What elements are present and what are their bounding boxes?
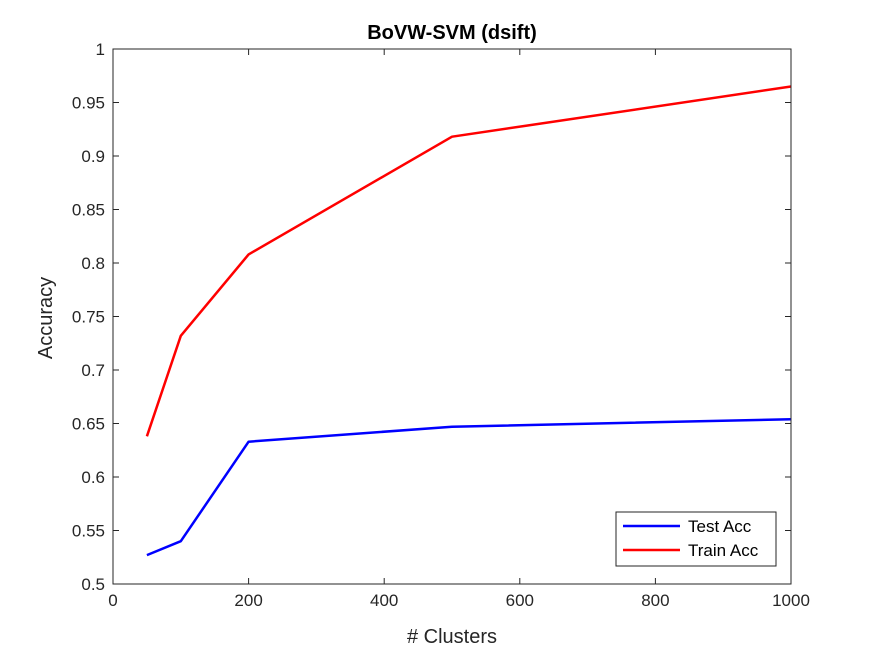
y-tick-label: 0.95 bbox=[72, 94, 105, 113]
plot-background bbox=[113, 49, 791, 584]
y-tick-label: 0.8 bbox=[81, 254, 105, 273]
y-tick-label: 0.75 bbox=[72, 308, 105, 327]
x-tick-label: 400 bbox=[370, 591, 398, 610]
x-tick-label: 800 bbox=[641, 591, 669, 610]
ticks-layer: 0 200 400 600 800 1000 0.5 0.55 0.6 0.65 0.7 0.75 0.… bbox=[72, 40, 810, 610]
x-tick-label: 0 bbox=[108, 591, 117, 610]
y-axis-label: Accuracy bbox=[35, 277, 57, 359]
plot-area bbox=[113, 49, 791, 584]
x-tick-label: 200 bbox=[234, 591, 262, 610]
x-tick-label: 600 bbox=[506, 591, 534, 610]
chart-title: BoVW-SVM (dsift) bbox=[367, 22, 537, 44]
x-tick-label: 1000 bbox=[772, 591, 810, 610]
y-tick-label: 0.65 bbox=[72, 415, 105, 434]
series-line-train-acc bbox=[145, 85, 792, 437]
x-axis-label: # Clusters bbox=[407, 626, 497, 648]
legend-box bbox=[615, 511, 777, 567]
y-tick-label: 0.6 bbox=[81, 468, 105, 487]
y-tick-label: 0.9 bbox=[81, 147, 105, 166]
y-tick-label: 0.85 bbox=[72, 201, 105, 220]
series-layer bbox=[145, 85, 792, 557]
legend: Test Acc Train Acc bbox=[615, 511, 777, 567]
y-tick-label: 0.7 bbox=[81, 361, 105, 380]
y-tick-label: 0.55 bbox=[72, 522, 105, 541]
y-tick-label: 1 bbox=[96, 40, 105, 59]
series-line-test-acc bbox=[146, 417, 792, 557]
legend-label-train-acc: Train Acc bbox=[688, 541, 759, 560]
y-tick-label: 0.5 bbox=[81, 575, 105, 594]
legend-label-test-acc: Test Acc bbox=[688, 517, 752, 536]
